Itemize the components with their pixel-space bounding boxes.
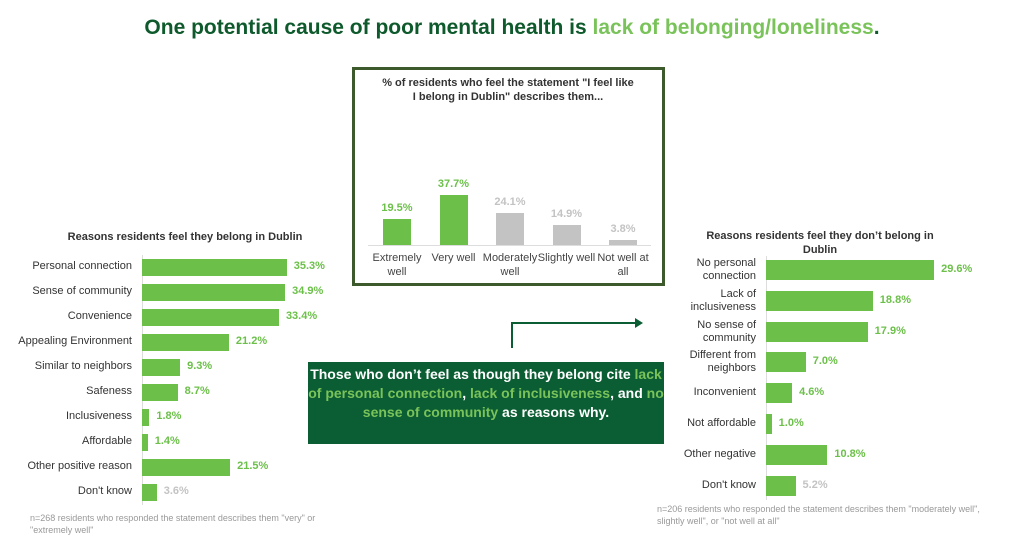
- bar: [142, 258, 287, 276]
- center-chart-title: % of residents who feel the statement "I…: [382, 77, 634, 103]
- bar: [766, 475, 796, 496]
- category-label: Similar to neighbors: [34, 360, 132, 372]
- title-text: One potential cause of poor mental healt…: [144, 16, 593, 39]
- category-label: Safeness: [86, 385, 132, 397]
- bar: [766, 321, 868, 342]
- category-label: Other positive reason: [27, 460, 132, 472]
- title-suffix: .: [873, 16, 880, 39]
- data-label: 37.7%: [437, 178, 470, 190]
- data-label: 1.8%: [156, 410, 182, 422]
- data-label: 14.9%: [550, 208, 583, 221]
- category-label: Different from neighbors: [689, 349, 756, 375]
- bar: [142, 458, 231, 476]
- data-label: 18.8%: [879, 293, 911, 306]
- data-label: 7.0%: [812, 355, 838, 368]
- title-highlight: lack of belonging/loneliness: [592, 16, 874, 39]
- callout-text: ,: [462, 385, 471, 401]
- callout-text: as reasons why.: [498, 404, 610, 420]
- data-label: 5.2%: [802, 478, 828, 491]
- category-label: Inclusiveness: [65, 410, 132, 422]
- category-label: Affordable: [82, 435, 132, 447]
- category-label: No personal connection: [696, 257, 756, 282]
- callout-highlight: lack of personal connection: [308, 366, 662, 401]
- data-label: 8.7%: [184, 385, 210, 397]
- category-label: Personal connection: [32, 260, 132, 272]
- bar: [142, 483, 157, 501]
- data-label: 35.3%: [293, 260, 325, 272]
- bar: [766, 290, 873, 311]
- category-label: Don't know: [701, 478, 756, 491]
- category-label: Other negative: [683, 447, 756, 460]
- bar: [439, 195, 468, 245]
- data-label: 1.4%: [154, 435, 180, 447]
- data-label: 29.6%: [941, 263, 973, 275]
- bar: [766, 444, 828, 465]
- right-chart-title: Reasons residents feel they don’t belong…: [706, 230, 934, 256]
- left-chart-note: n=268 residents who responded the statem…: [30, 513, 316, 535]
- category-label: Lack of inclusiveness: [690, 287, 756, 313]
- callout-text: Those who don’t feel as though they belo…: [310, 366, 635, 382]
- data-label: 19.5%: [381, 202, 413, 215]
- data-label: 4.6%: [799, 386, 825, 399]
- belong-chart-box: [352, 67, 665, 286]
- right-chart-note: n=206 residents who responded the statem…: [657, 504, 980, 526]
- category-label: Sense of community: [32, 285, 132, 297]
- category-label: Inconvenient: [693, 386, 756, 399]
- callout-box: Those who don’t feel as though they belo…: [308, 362, 664, 444]
- bar: [142, 333, 229, 351]
- category-label: Don't know: [77, 485, 132, 497]
- bar: [552, 225, 581, 245]
- bar: [142, 408, 150, 426]
- bar: [766, 352, 806, 373]
- page-title: One potential cause of poor mental healt…: [0, 16, 1024, 40]
- category-label: No sense of community: [697, 318, 756, 344]
- bar: [142, 358, 181, 376]
- category-label: Extremely well: [372, 252, 422, 278]
- axis-line: [766, 256, 767, 500]
- category-label: Moderately well: [482, 252, 538, 278]
- data-label: 3.6%: [163, 485, 189, 497]
- data-label: 1.0%: [778, 417, 804, 429]
- axis-line: [142, 254, 143, 505]
- bar: [142, 308, 279, 326]
- callout-highlight: lack of inclusiveness: [470, 385, 611, 401]
- category-label: Slightly well: [537, 252, 596, 264]
- left-chart-title: Reasons residents feel they belong in Du…: [67, 231, 303, 243]
- category-label: Convenience: [67, 310, 132, 322]
- data-label: 9.3%: [187, 360, 213, 372]
- bar: [766, 260, 935, 280]
- bar: [766, 414, 772, 434]
- category-label: Very well: [431, 252, 476, 264]
- bar: [496, 213, 524, 245]
- data-label: 21.5%: [237, 460, 269, 472]
- arrow-icon: [511, 318, 643, 348]
- callout-highlight: no sense of community: [362, 385, 664, 420]
- bar: [142, 283, 286, 301]
- data-label: 24.1%: [494, 196, 526, 209]
- data-label: 3.8%: [610, 222, 636, 235]
- data-label: 17.9%: [874, 324, 906, 337]
- bar: [142, 433, 148, 451]
- callout-text: , and: [610, 385, 647, 401]
- data-label: 10.8%: [834, 447, 866, 460]
- category-label: Appealing Environment: [18, 335, 132, 347]
- bar: [609, 239, 637, 245]
- category-label: Not affordable: [687, 417, 756, 429]
- bar: [766, 383, 793, 404]
- data-label: 33.4%: [285, 310, 318, 322]
- category-label: Not well at all: [597, 252, 649, 278]
- axis-line: [368, 245, 651, 246]
- bar: [142, 383, 178, 401]
- bar: [383, 219, 411, 245]
- data-label: 34.9%: [292, 285, 324, 297]
- data-label: 21.2%: [235, 335, 268, 347]
